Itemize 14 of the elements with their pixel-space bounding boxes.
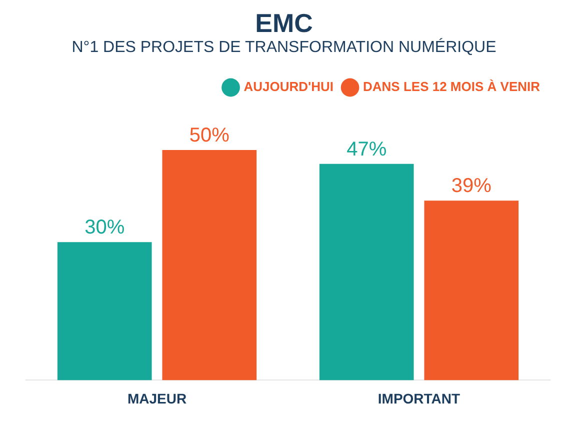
chart-title: EMC	[254, 8, 314, 39]
data-label: 47%	[346, 138, 387, 160]
data-label: 50%	[189, 124, 230, 147]
bar	[424, 200, 519, 380]
data-label: 30%	[84, 216, 125, 239]
x-tick-label: MAJEUR	[127, 390, 187, 406]
legend-label: AUJOURD'HUI	[244, 79, 334, 94]
bar	[57, 242, 152, 380]
x-tick-label: IMPORTANT	[378, 390, 461, 406]
legend-label: DANS LES 12 MOIS À VENIR	[363, 79, 541, 94]
chart-subtitle: N°1 DES PROJETS DE TRANSFORMATION NUMÉRIQUE	[70, 39, 498, 57]
bar	[319, 164, 414, 380]
bar	[162, 150, 257, 380]
data-label: 39%	[451, 175, 492, 198]
